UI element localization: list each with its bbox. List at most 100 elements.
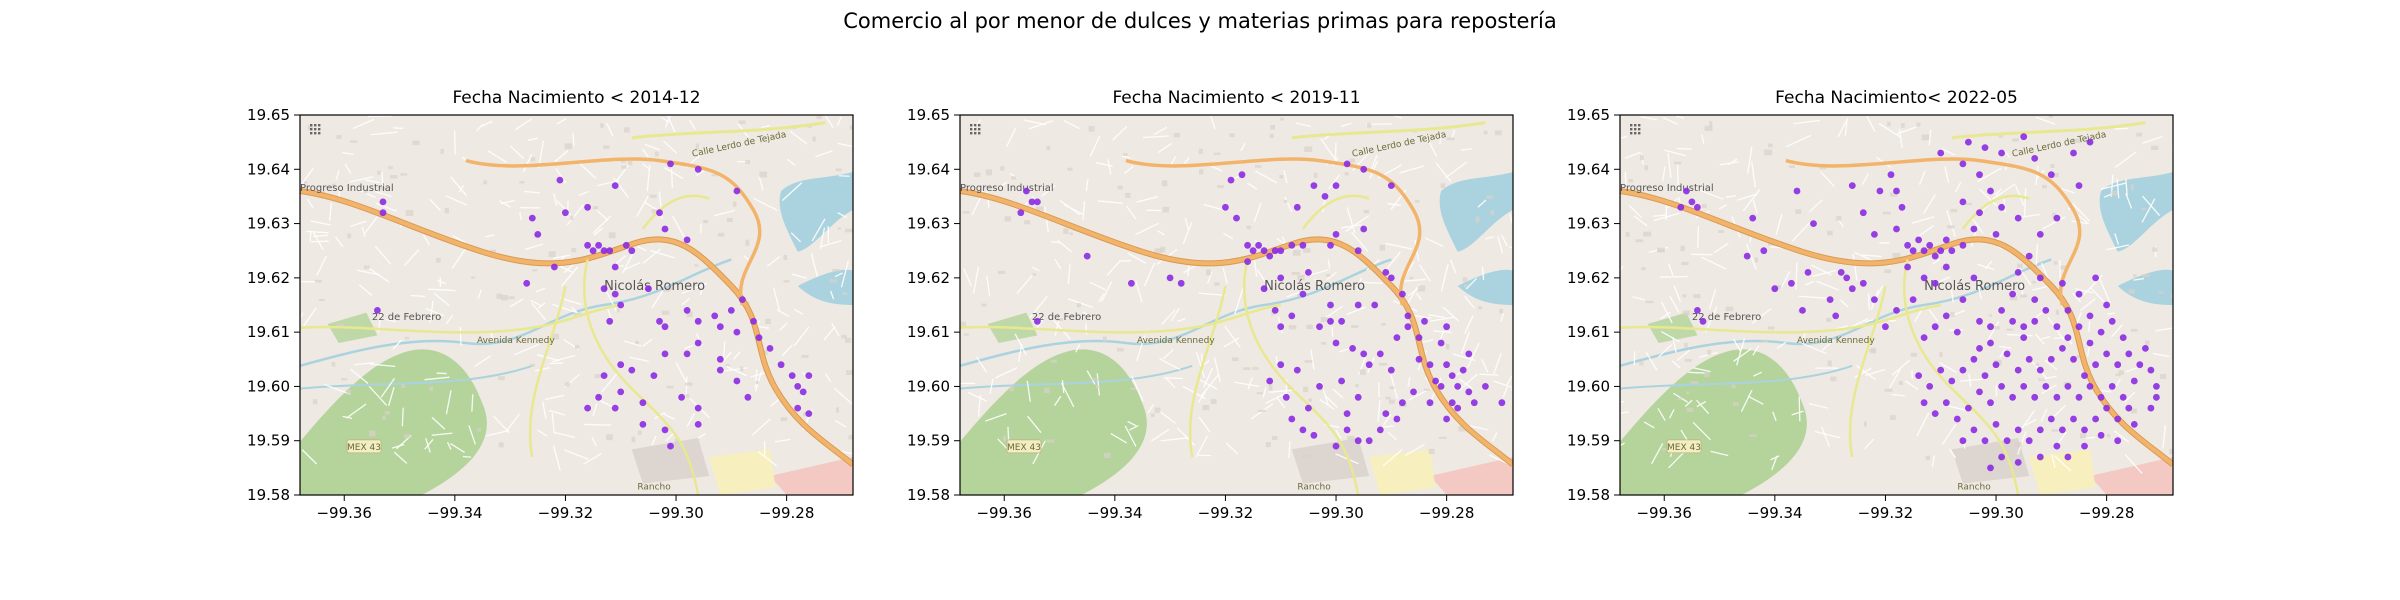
data-point	[2147, 366, 2155, 374]
data-point	[1926, 241, 1934, 249]
data-point	[1953, 415, 1961, 423]
data-point	[584, 404, 591, 412]
data-point	[1376, 426, 1384, 434]
data-point	[2130, 377, 2138, 385]
data-point	[1959, 198, 1967, 206]
y-tick-label: 19.65	[1567, 106, 1610, 124]
data-point	[2047, 415, 2055, 423]
data-point	[1404, 323, 1412, 331]
data-point	[2036, 366, 2044, 374]
data-point	[1981, 372, 1989, 379]
data-point	[1316, 323, 1323, 331]
x-tick-label: −99.36	[1636, 504, 1692, 522]
urban-area	[1369, 449, 1436, 495]
basemap: Progreso Industrial Nicolás Romero 22 de F…	[300, 115, 853, 495]
data-point	[716, 323, 724, 331]
urban-area	[770, 457, 853, 495]
data-point	[2103, 301, 2110, 309]
data-point	[1277, 247, 1285, 255]
data-point	[639, 399, 647, 407]
minor-road	[1301, 194, 1370, 230]
data-point	[1909, 296, 1917, 303]
data-point	[1498, 399, 1506, 407]
basemap: Progreso Industrial Nicolás Romero 22 de F…	[1620, 115, 2173, 495]
data-point	[2086, 339, 2094, 347]
data-point	[2092, 361, 2099, 369]
data-point	[1282, 393, 1290, 401]
data-point	[1893, 187, 1900, 195]
data-point	[1992, 361, 2000, 369]
data-point	[2053, 442, 2061, 450]
data-point	[611, 182, 619, 189]
x-tick-label: −99.30	[1308, 504, 1364, 522]
data-point	[1893, 225, 1900, 233]
data-point	[2014, 269, 2022, 276]
data-point	[1023, 187, 1030, 195]
data-point	[2064, 453, 2072, 461]
data-point	[1354, 301, 1362, 309]
minor-road	[1848, 285, 1887, 458]
data-point	[716, 355, 724, 363]
data-point	[1810, 220, 1817, 228]
data-points	[1677, 133, 2160, 472]
data-point	[1288, 312, 1296, 320]
data-point	[1799, 307, 1806, 314]
map-label-avenida-kennedy: Avenida Kennedy	[477, 336, 555, 346]
park-area	[300, 349, 487, 495]
data-point	[1876, 187, 1884, 195]
data-point	[1937, 366, 1945, 374]
urban-area	[2090, 457, 2173, 495]
data-point	[1970, 355, 1978, 363]
data-points	[1017, 160, 1506, 450]
data-point	[1399, 290, 1406, 298]
data-point	[1465, 388, 1473, 396]
data-point	[2014, 459, 2022, 466]
data-point	[2059, 279, 2066, 287]
data-point	[1987, 323, 1994, 331]
svg-text:MEX 43: MEX 43	[1667, 443, 1701, 453]
data-point	[645, 285, 652, 293]
data-point	[667, 442, 674, 450]
data-point	[2025, 437, 2033, 445]
map-label-progreso-industrial: Progreso Industrial	[300, 183, 394, 194]
y-tick-label: 19.59	[1567, 432, 1610, 450]
data-point	[379, 209, 387, 217]
data-point	[1288, 415, 1296, 423]
data-point	[2020, 334, 2028, 341]
urban-area	[709, 449, 776, 495]
data-point	[1788, 279, 1795, 287]
data-point	[777, 361, 785, 369]
data-point	[617, 301, 625, 309]
data-point	[683, 350, 691, 358]
data-point	[1832, 312, 1840, 320]
map-label-rancho: Rancho	[1297, 482, 1331, 492]
svg-text:MEX 43: MEX 43	[347, 443, 381, 453]
data-point	[628, 366, 636, 374]
data-point	[1332, 442, 1340, 450]
secondary-road	[1291, 121, 1486, 140]
data-point	[739, 296, 746, 303]
data-point	[650, 372, 658, 379]
data-point	[622, 241, 630, 249]
data-point	[1987, 464, 1994, 472]
data-point	[2153, 393, 2160, 401]
data-point	[1354, 247, 1362, 255]
data-point	[1843, 274, 1851, 282]
data-point	[2059, 345, 2066, 352]
minor-road	[1903, 259, 2020, 495]
data-point	[2108, 383, 2116, 390]
data-point	[661, 426, 669, 434]
data-point	[755, 334, 763, 341]
axes-frame	[299, 114, 854, 496]
data-point	[1443, 323, 1450, 331]
data-point	[1034, 317, 1041, 325]
data-point	[2136, 361, 2144, 369]
data-point	[2153, 383, 2160, 390]
data-point	[1915, 372, 1922, 379]
data-point	[1998, 453, 2005, 461]
data-point	[1970, 274, 1978, 282]
y-tick-label: 19.59	[907, 432, 950, 450]
data-point	[600, 372, 608, 379]
data-point	[2092, 415, 2099, 423]
y-tick-label: 19.61	[1567, 323, 1610, 341]
